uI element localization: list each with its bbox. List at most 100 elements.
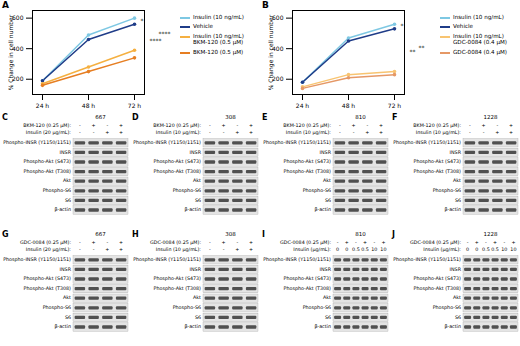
svg-text:-: - xyxy=(237,240,239,245)
svg-text:S6: S6 xyxy=(325,198,331,203)
svg-text:Insulin (20 µg/mL):: Insulin (20 µg/mL): xyxy=(26,130,72,135)
svg-text:-: - xyxy=(209,130,211,135)
svg-text:-: - xyxy=(209,247,211,252)
svg-text:200: 200 xyxy=(272,75,284,82)
svg-text:-: - xyxy=(79,123,81,128)
svg-text:+: + xyxy=(119,123,123,128)
svg-text:+: + xyxy=(509,130,513,135)
svg-text:Phospho-Akt (T308): Phospho-Akt (T308) xyxy=(154,286,202,291)
svg-text:Phospho-Akt (T308): Phospho-Akt (T308) xyxy=(284,169,332,174)
svg-text:INSR: INSR xyxy=(320,150,332,155)
svg-text:INSR: INSR xyxy=(60,150,72,155)
svg-text:308: 308 xyxy=(225,231,236,237)
svg-text:-: - xyxy=(337,240,339,245)
svg-text:Akt: Akt xyxy=(193,178,201,183)
svg-text:Insulin (10 µg/mL):: Insulin (10 µg/mL): xyxy=(286,130,332,135)
svg-text:Phospho-INSR (Y1150/1151): Phospho-INSR (Y1150/1151) xyxy=(133,257,201,262)
svg-text:+: + xyxy=(379,130,383,135)
svg-text:Phospho-Akt (S473): Phospho-Akt (S473) xyxy=(283,159,331,164)
svg-text:1228: 1228 xyxy=(484,231,498,237)
svg-text:Insulin (µg/mL):: Insulin (µg/mL): xyxy=(423,247,461,252)
svg-text:24 h: 24 h xyxy=(36,102,50,109)
svg-text:10: 10 xyxy=(501,247,507,252)
svg-text:48 h: 48 h xyxy=(82,102,96,109)
svg-text:H: H xyxy=(132,230,139,239)
svg-text:Akt: Akt xyxy=(63,295,71,300)
svg-text:Phospho-Akt (S473): Phospho-Akt (S473) xyxy=(413,276,461,281)
svg-text:-: - xyxy=(93,130,95,135)
svg-text:+: + xyxy=(511,240,515,245)
svg-text:INSR: INSR xyxy=(60,267,72,272)
svg-text:+: + xyxy=(352,123,356,128)
svg-text:% Change in cell number: % Change in cell number xyxy=(7,14,15,90)
svg-text:Phospho-S6: Phospho-S6 xyxy=(173,305,201,310)
svg-text:GDC-0084 (0.25 µM):: GDC-0084 (0.25 µM): xyxy=(280,240,331,245)
svg-text:0.5: 0.5 xyxy=(352,247,360,252)
svg-text:GDC-0084 (0.25 µM):: GDC-0084 (0.25 µM): xyxy=(150,240,201,245)
svg-text:Phospho-Akt (T308): Phospho-Akt (T308) xyxy=(154,169,202,174)
svg-text:Phospho-INSR (Y1150/1151): Phospho-INSR (Y1150/1151) xyxy=(3,257,71,262)
svg-text:+: + xyxy=(105,247,109,252)
svg-text:Phospho-Akt (S473): Phospho-Akt (S473) xyxy=(283,276,331,281)
svg-text:10: 10 xyxy=(510,247,516,252)
svg-text:Phospho-Akt (S473): Phospho-Akt (S473) xyxy=(23,276,71,281)
svg-text:INSR: INSR xyxy=(450,150,462,155)
svg-text:β-actin: β-actin xyxy=(444,207,461,212)
svg-text:-: - xyxy=(353,130,355,135)
svg-text:-: - xyxy=(223,247,225,252)
svg-text:667: 667 xyxy=(95,231,106,237)
svg-text:Phospho-INSR (Y1150/1151): Phospho-INSR (Y1150/1151) xyxy=(393,257,461,262)
svg-text:β-actin: β-actin xyxy=(54,207,71,212)
svg-text:-: - xyxy=(209,240,211,245)
svg-text:C: C xyxy=(2,113,8,122)
svg-text:S6: S6 xyxy=(195,315,201,320)
svg-text:β-actin: β-actin xyxy=(314,324,331,329)
svg-text:+: + xyxy=(222,240,226,245)
svg-text:-: - xyxy=(373,240,375,245)
svg-text:-: - xyxy=(93,247,95,252)
svg-text:+: + xyxy=(249,240,253,245)
svg-text:308: 308 xyxy=(225,114,236,120)
svg-text:Phospho-INSR (Y1150/1151): Phospho-INSR (Y1150/1151) xyxy=(393,140,461,145)
svg-text:****: **** xyxy=(150,37,162,44)
svg-text:% Change in cell number: % Change in cell number xyxy=(267,14,275,90)
svg-text:β-actin: β-actin xyxy=(54,324,71,329)
svg-text:Phospho-S6: Phospho-S6 xyxy=(433,188,461,193)
svg-text:****: **** xyxy=(159,30,171,37)
svg-text:INSR: INSR xyxy=(190,150,202,155)
svg-text:-: - xyxy=(497,123,499,128)
svg-text:Phospho-INSR (Y1150/1151): Phospho-INSR (Y1150/1151) xyxy=(133,140,201,145)
svg-text:S6: S6 xyxy=(65,315,71,320)
svg-text:+: + xyxy=(222,123,226,128)
svg-text:Phospho-S6: Phospho-S6 xyxy=(303,188,331,193)
svg-text:S6: S6 xyxy=(65,198,71,203)
svg-text:β-actin: β-actin xyxy=(184,324,201,329)
svg-text:+: + xyxy=(493,240,497,245)
svg-text:Phospho-Akt (S473): Phospho-Akt (S473) xyxy=(23,159,71,164)
svg-text:+: + xyxy=(249,247,253,252)
svg-text:Akt: Akt xyxy=(193,295,201,300)
svg-text:+: + xyxy=(119,130,123,135)
svg-text:+: + xyxy=(381,240,385,245)
svg-text:Phospho-INSR (Y1150/1151): Phospho-INSR (Y1150/1151) xyxy=(263,257,331,262)
svg-text:+: + xyxy=(509,123,513,128)
svg-text:G: G xyxy=(2,230,9,239)
svg-text:0.5: 0.5 xyxy=(361,247,369,252)
svg-text:**: ** xyxy=(419,44,425,51)
svg-text:Phospho-S6: Phospho-S6 xyxy=(303,305,331,310)
svg-text:D: D xyxy=(132,113,139,122)
svg-text:400: 400 xyxy=(272,45,284,52)
svg-text:*: * xyxy=(141,17,144,24)
svg-text:0: 0 xyxy=(345,247,348,252)
svg-text:BKM-120 (0.25 µM):: BKM-120 (0.25 µM): xyxy=(153,123,201,128)
svg-text:+: + xyxy=(379,123,383,128)
svg-text:BKM-120 (0.25 µM):: BKM-120 (0.25 µM): xyxy=(23,123,71,128)
svg-text:BKM-120 (0.25 µM):: BKM-120 (0.25 µM): xyxy=(283,123,331,128)
svg-text:-: - xyxy=(367,123,369,128)
svg-text:+: + xyxy=(92,123,96,128)
svg-text:10: 10 xyxy=(380,247,386,252)
svg-text:Phospho-S6: Phospho-S6 xyxy=(433,305,461,310)
svg-text:-: - xyxy=(485,240,487,245)
svg-text:-: - xyxy=(469,123,471,128)
svg-text:600: 600 xyxy=(12,14,24,21)
